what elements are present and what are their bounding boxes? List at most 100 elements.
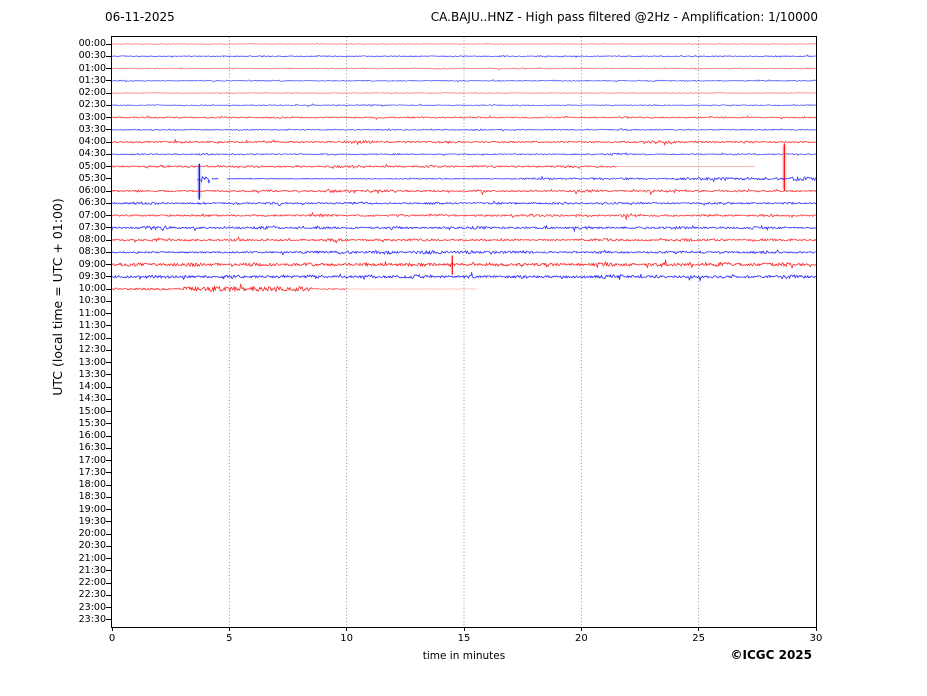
y-tick-mark [106,190,111,192]
y-tick-mark [106,178,111,180]
y-tick-mark [106,337,111,339]
y-tick-mark [106,288,111,290]
y-tick-mark [106,509,111,510]
y-tick-label: 22:30 [78,589,106,601]
y-tick-mark [106,374,111,376]
y-tick-label: 06:30 [78,197,106,209]
y-tick-mark [106,166,111,167]
x-tick-label: 30 [809,633,823,644]
y-tick-label: 05:00 [78,160,106,172]
y-tick-mark [106,423,111,425]
y-tick-label: 04:30 [78,148,106,160]
y-tick-label: 02:30 [78,99,106,111]
trace-row-08:30 [299,250,535,255]
y-tick-label: 00:30 [78,50,106,62]
y-tick-mark [106,300,111,302]
trace-row-01:00 [111,67,817,71]
x-tick-label: 20 [574,633,588,644]
y-tick-label: 01:30 [78,74,106,86]
y-tick-mark [106,484,111,486]
y-tick-mark [106,349,111,351]
y-tick-label: 00:00 [78,38,106,49]
trace-row-00:30 [111,54,817,58]
y-tick-label: 17:30 [78,466,106,478]
trace-row-03:30 [111,128,817,132]
y-tick-label: 15:30 [78,417,106,429]
trace-row-08:00 [111,236,817,244]
y-tick-mark [106,117,111,118]
y-tick-mark [106,68,111,69]
y-tick-label: 11:00 [78,307,106,319]
y-tick-mark [106,55,111,57]
y-tick-mark [106,607,111,608]
x-tick-label: 15 [457,633,471,644]
x-axis-title: time in minutes [422,650,506,662]
y-tick-label: 02:00 [78,87,106,98]
y-tick-label: 21:30 [78,564,106,576]
y-tick-label: 12:00 [78,332,106,343]
y-tick-label: 13:30 [78,368,106,380]
trace-row-05:30 [674,176,816,182]
y-tick-mark [106,141,111,143]
y-tick-label: 01:00 [78,62,106,74]
x-tick-mark [815,627,817,631]
x-tick-label: 5 [226,633,233,644]
y-tick-mark [106,558,111,559]
trace-row-05:30 [226,177,347,180]
x-tick-mark [111,627,113,631]
y-tick-label: 18:30 [78,491,106,503]
x-tick-mark [463,627,465,631]
y-tick-mark [106,619,111,621]
trace-row-06:30 [111,200,817,206]
y-tick-label: 15:00 [78,405,106,417]
trace-row-10:00 [111,287,183,291]
y-tick-mark [106,386,111,388]
y-tick-mark [106,276,111,278]
y-tick-mark [106,313,111,314]
y-tick-mark [106,251,111,253]
y-tick-mark [106,435,111,437]
x-tick-mark [346,627,348,631]
trace-row-08:30 [111,250,300,255]
y-tick-label: 14:00 [78,381,106,392]
y-tick-label: 20:00 [78,528,106,539]
plot-date: 06-11-2025 [105,10,175,24]
y-tick-mark [106,521,111,523]
trace-row-06:00 [111,188,817,195]
trace-row-10:00 [311,287,347,291]
trace-row-09:00 [111,259,817,269]
trace-row-07:30 [111,225,817,232]
y-tick-label: 21:00 [78,552,106,564]
y-tick-mark [106,472,111,474]
trace-row-04:00 [111,138,817,146]
y-tick-mark [106,582,111,584]
y-tick-label: 19:00 [78,503,106,515]
y-tick-label: 23:30 [78,613,106,625]
y-tick-label: 14:30 [78,393,106,405]
plot-area [111,36,817,628]
trace-row-01:30 [111,79,817,83]
y-tick-mark [106,398,111,400]
y-tick-mark [106,411,111,412]
trace-row-10:00 [182,283,312,293]
y-tick-label: 03:30 [78,123,106,135]
y-tick-mark [106,92,111,94]
y-tick-mark [106,104,111,106]
x-tick-label: 0 [108,633,116,644]
seismogram-svg [111,37,817,627]
y-tick-label: 16:00 [78,430,106,441]
trace-row-03:00 [111,115,817,120]
trace-row-07:00 [111,212,817,221]
y-tick-label: 03:00 [78,111,106,123]
y-tick-label: 08:30 [78,246,106,258]
y-tick-mark [106,239,111,241]
y-tick-label: 11:30 [78,319,106,331]
y-tick-mark [106,545,111,547]
y-tick-label: 23:00 [78,601,106,613]
trace-row-05:30 [346,177,511,180]
trace-row-04:30 [111,152,817,157]
y-tick-label: 22:00 [78,577,106,588]
y-tick-label: 06:00 [78,185,106,196]
y-tick-mark [106,264,111,265]
